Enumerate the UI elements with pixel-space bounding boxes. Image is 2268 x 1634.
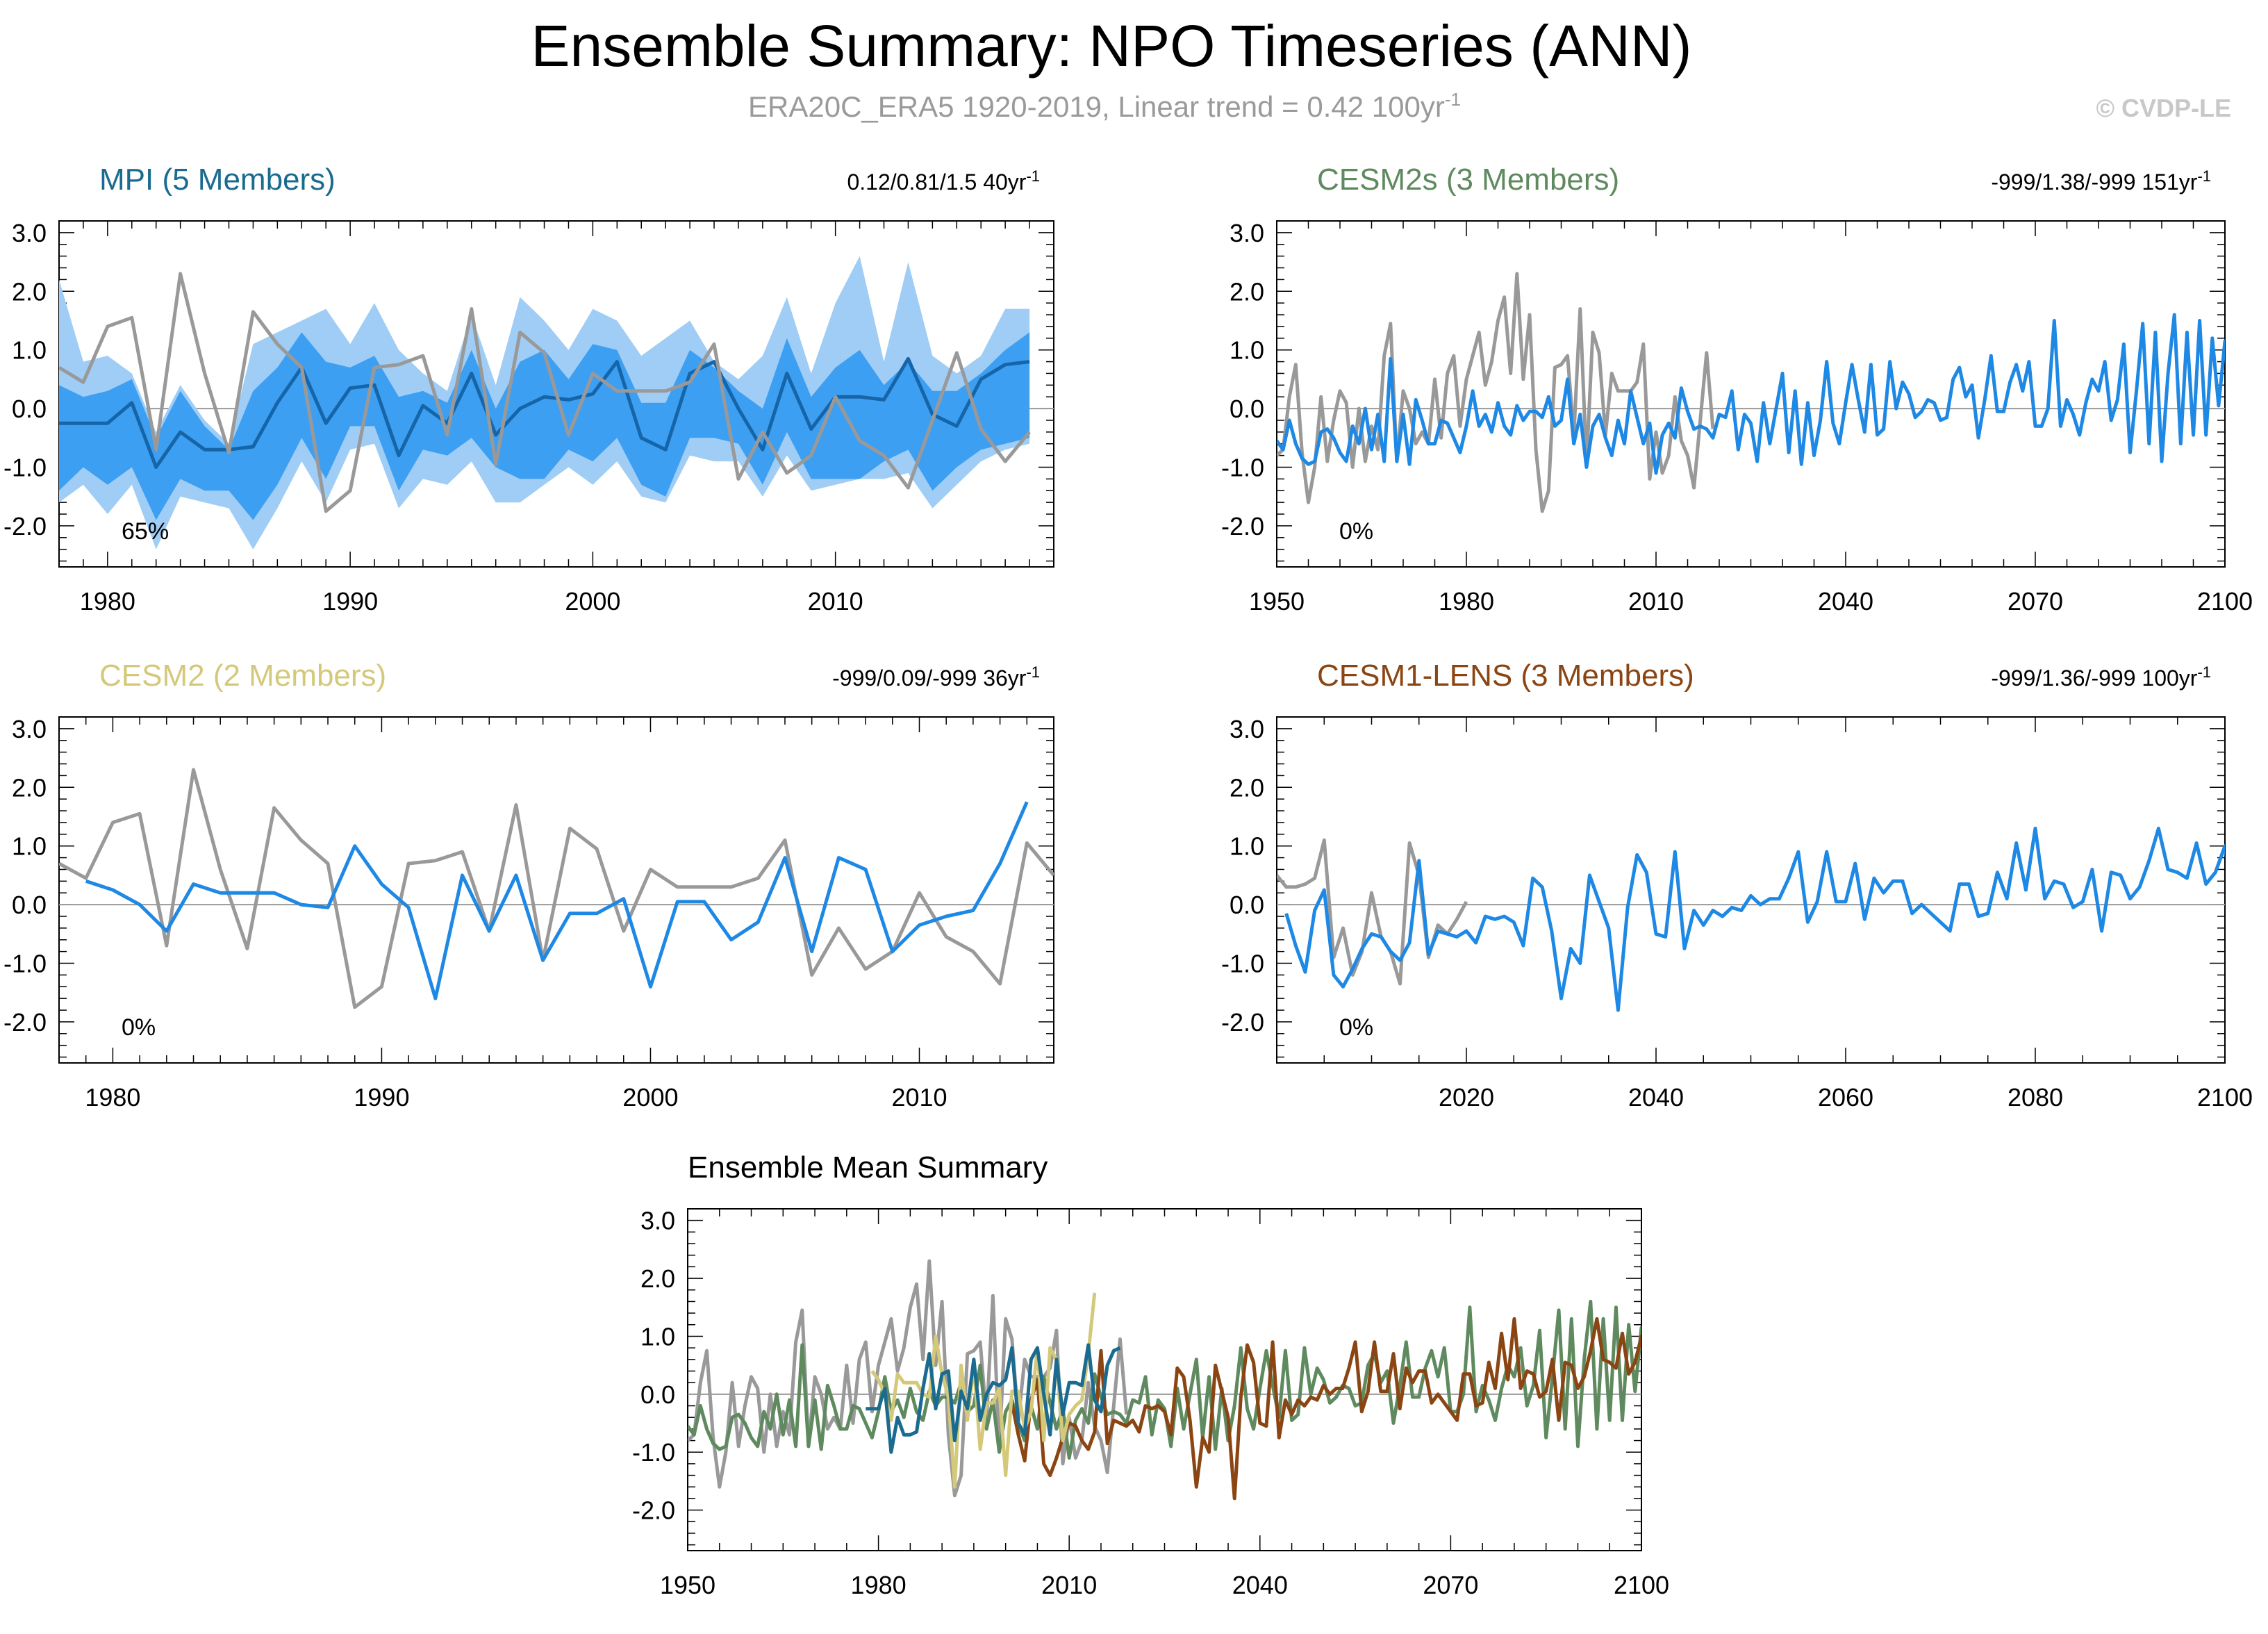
y-tick-label: -1.0: [1221, 454, 1264, 482]
y-tick-label: 1.0: [12, 336, 47, 365]
panel-cesm2: 1980 1990 2000 2010 3.0 2.0 1.0 0.0 -1.0 -2.0 0% CE…: [3, 659, 1054, 1112]
observation-line: [59, 272, 1032, 513]
x-tick-label: 2000: [565, 587, 620, 616]
percent-label: 0%: [1339, 518, 1373, 545]
x-tick-label: 2070: [2008, 587, 2063, 616]
x-tick-label: 2040: [1818, 587, 1873, 616]
y-tick-label: 3.0: [1230, 219, 1264, 247]
x-tick-label: 2070: [1423, 1571, 1478, 1599]
x-tick-label: 2010: [1041, 1571, 1097, 1599]
x-tick-label: 2010: [808, 587, 863, 616]
x-tick-label: 2040: [1232, 1571, 1288, 1599]
x-tick-label: 1980: [851, 1571, 907, 1599]
ensemble-mean-line: [1284, 826, 2225, 1012]
y-tick-label: 3.0: [1230, 715, 1264, 743]
y-tick-label: 2.0: [1230, 277, 1264, 306]
y-tick-label: 3.0: [12, 715, 47, 743]
figure-title: Ensemble Summary: NPO Timeseries (ANN): [531, 13, 1691, 79]
y-tick-label: -2.0: [3, 512, 47, 540]
panel-title: CESM2s (3 Members): [1317, 163, 1619, 197]
x-tick-label: 1990: [322, 587, 378, 616]
plot-area: [1277, 272, 2225, 513]
x-tick-label: 2060: [1818, 1083, 1873, 1112]
x-tick-label: 1950: [660, 1571, 715, 1599]
panel-title: MPI (5 Members): [99, 163, 336, 197]
plot-frame: [687, 1208, 1642, 1551]
x-tick-label: 2040: [1628, 1083, 1684, 1112]
panel-cesm2s: 1950 1980 2010 2040 2070 2100 3.0 2.0 1.0 0.0 -1.0…: [1221, 163, 2253, 616]
ensemble-mean-line: [85, 801, 1029, 1000]
panel-mpi: 1980 1990 2000 2010 3.0 2.0 1.0 0.0 -1.0 -2.0 65% M…: [3, 163, 1054, 616]
y-tick-label: 0.0: [1230, 395, 1264, 423]
panel-summary: 1950 1980 2010 2040 2070 2100 3.0 2.0 1.0 0.0 -1.0…: [632, 1150, 1669, 1599]
panel-title: Ensemble Mean Summary: [688, 1150, 1048, 1185]
x-tick-label: 1980: [80, 587, 135, 616]
panel-stats: -999/0.09/-999 36yr-1: [832, 663, 1040, 691]
y-tick-label: 2.0: [1230, 773, 1264, 802]
y-tick-label: -1.0: [3, 950, 47, 978]
observation-line: [59, 768, 1054, 1009]
y-tick-label: 1.0: [1230, 832, 1264, 861]
y-tick-label: 1.0: [640, 1322, 675, 1351]
plot-frame: [1276, 220, 2226, 568]
series-line-mpi: [866, 1343, 1121, 1454]
x-tick-label: 2010: [1628, 587, 1684, 616]
ensemble-mean-line: [59, 356, 1030, 469]
y-tick-label: 0.0: [640, 1380, 675, 1409]
y-tick-label: 3.0: [12, 219, 47, 247]
y-tick-label: -1.0: [1221, 950, 1264, 978]
plot-area: [1277, 826, 2225, 1012]
panel-title: CESM2 (2 Members): [99, 659, 386, 693]
x-tick-label: 1950: [1249, 587, 1305, 616]
series-line-cesm2s: [688, 1299, 1641, 1460]
panel-cesm1: 2020 2040 2060 2080 2100 3.0 2.0 1.0 0.0 -1.0 -2.0…: [1221, 659, 2253, 1112]
plot-area: [688, 1259, 1641, 1501]
x-tick-label: 1980: [1439, 587, 1494, 616]
y-tick-label: -2.0: [1221, 1008, 1264, 1037]
plot-area: [59, 256, 1032, 550]
x-tick-label: 2020: [1439, 1083, 1494, 1112]
ensemble-10-90-band: [59, 332, 1030, 520]
y-tick-label: 2.0: [640, 1264, 675, 1293]
y-tick-label: 3.0: [640, 1207, 675, 1235]
x-tick-label: 1990: [354, 1083, 409, 1112]
plot-area: [59, 768, 1054, 1009]
panel-stats: -999/1.38/-999 151yr-1: [1991, 167, 2211, 195]
y-tick-label: -2.0: [3, 1008, 47, 1037]
x-tick-label: 2100: [2197, 1083, 2253, 1112]
ensemble-mean-line: [1277, 313, 2225, 475]
watermark: © CVDP-LE: [2096, 94, 2231, 122]
percent-label: 0%: [122, 1014, 156, 1041]
series-line-cesm1-lens: [1010, 1317, 1641, 1501]
x-tick-label: 2100: [2197, 587, 2253, 616]
y-tick-label: 1.0: [1230, 336, 1264, 365]
panel-title: CESM1-LENS (3 Members): [1317, 659, 1694, 693]
y-tick-label: 0.0: [12, 891, 47, 919]
y-tick-label: 0.0: [1230, 891, 1264, 919]
y-tick-label: -2.0: [1221, 512, 1264, 540]
x-tick-label: 2010: [891, 1083, 947, 1112]
x-tick-label: 2100: [1614, 1571, 1669, 1599]
panel-stats: 0.12/0.81/1.5 40yr-1: [847, 167, 1040, 195]
y-tick-label: 2.0: [12, 277, 47, 306]
x-tick-label: 2080: [2008, 1083, 2063, 1112]
x-tick-label: 2000: [622, 1083, 678, 1112]
y-tick-label: -1.0: [3, 454, 47, 482]
y-tick-label: 0.0: [12, 395, 47, 423]
percent-label: 0%: [1339, 1014, 1373, 1041]
y-tick-label: -1.0: [632, 1438, 675, 1467]
percent-label: 65%: [122, 518, 169, 545]
y-tick-label: 2.0: [12, 773, 47, 802]
y-tick-label: 1.0: [12, 832, 47, 861]
x-tick-label: 1980: [85, 1083, 140, 1112]
figure-subtitle: ERA20C_ERA5 1920-2019, Linear trend = 0.…: [748, 89, 1461, 123]
panel-stats: -999/1.36/-999 100yr-1: [1991, 663, 2211, 691]
y-tick-label: -2.0: [632, 1496, 675, 1525]
